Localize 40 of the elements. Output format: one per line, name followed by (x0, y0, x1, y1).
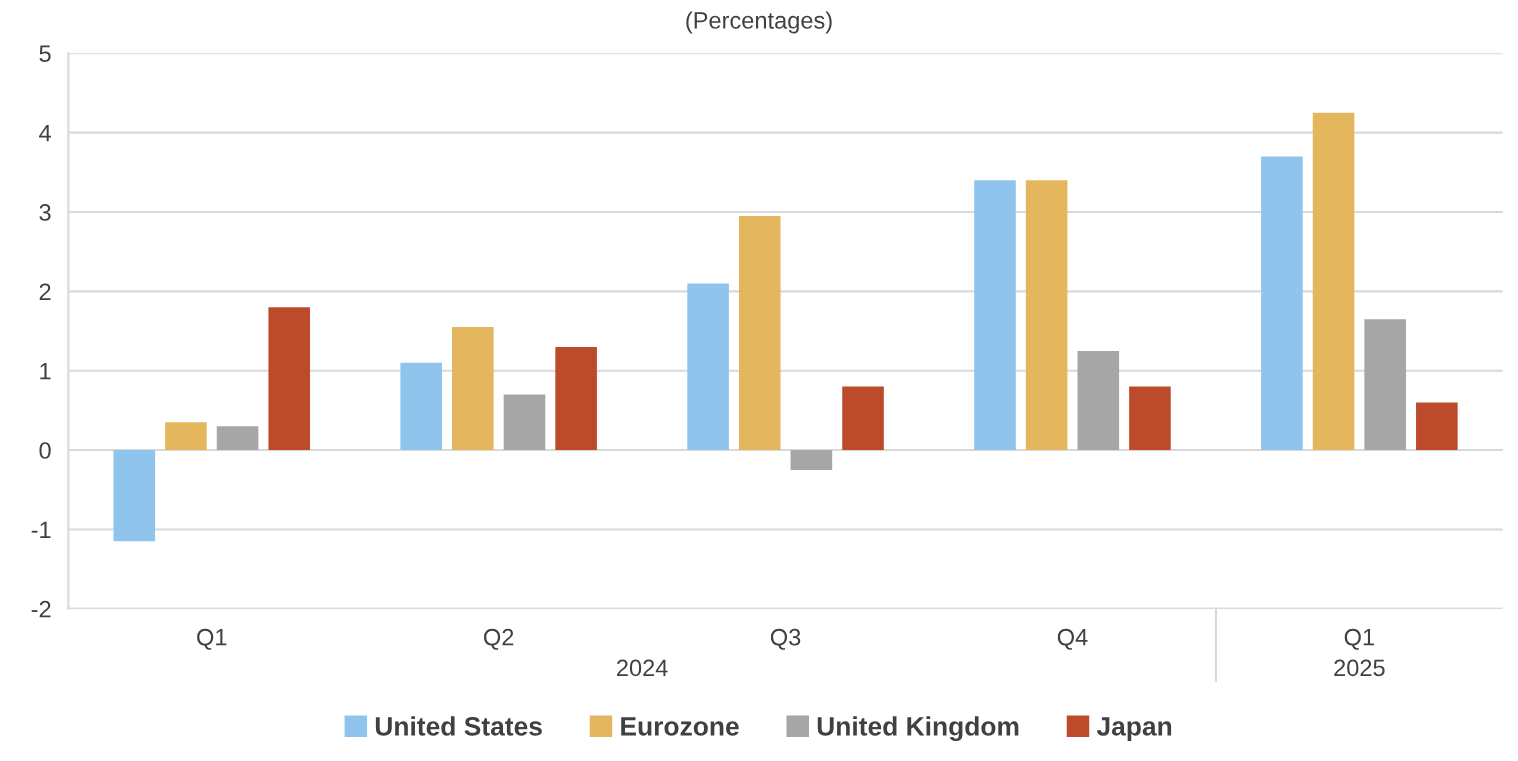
text: 2025 (1334, 659, 1385, 677)
bar (1364, 319, 1406, 451)
legend-label: United States (375, 716, 542, 736)
y-tick-label: 3 (39, 204, 51, 221)
bar (1261, 156, 1303, 451)
text: 2024 (617, 659, 668, 677)
bar (1416, 402, 1458, 451)
bar (1077, 350, 1120, 451)
bar (216, 426, 259, 451)
bar (738, 215, 781, 451)
y-tick-label: -1 (31, 521, 51, 538)
bar (790, 450, 833, 470)
bar (687, 283, 729, 451)
x-tick-label: Q1 (197, 628, 227, 650)
y-tick-label: 0 (39, 442, 51, 459)
bar (113, 450, 156, 542)
y-tick-label: 2 (39, 283, 51, 300)
bar (452, 327, 494, 451)
bar (1025, 180, 1068, 451)
x-tick-label: Q3 (770, 628, 801, 650)
y-tick-label: 1 (40, 363, 51, 380)
bar (165, 422, 207, 451)
bar (842, 386, 884, 451)
y-tick-label: 4 (39, 124, 51, 142)
bar (1312, 112, 1355, 451)
bar (974, 180, 1016, 451)
bar (555, 346, 597, 451)
legend-label: Eurozone (621, 717, 739, 736)
bar (268, 307, 311, 451)
chart-title: (Percentages) (686, 11, 832, 34)
legend-label: United Kingdom (817, 716, 1019, 742)
y-tick-label: 5 (39, 45, 51, 63)
x-tick-label: Q2 (484, 628, 514, 650)
bar (1129, 386, 1171, 451)
bar (400, 362, 442, 451)
y-tick-label: -2 (31, 600, 51, 618)
x-tick-label: Q1 (1344, 628, 1374, 650)
bar (503, 394, 546, 451)
legend-label: Japan (1096, 717, 1172, 741)
x-tick-label: Q4 (1057, 628, 1088, 650)
